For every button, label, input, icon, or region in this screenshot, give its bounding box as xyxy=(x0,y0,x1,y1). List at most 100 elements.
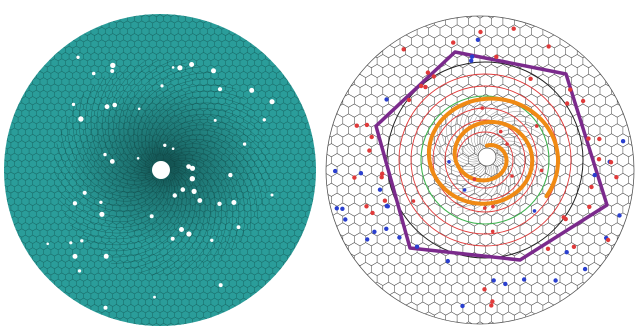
blue-defect-dot xyxy=(532,209,537,213)
red-defect-dot xyxy=(382,198,388,203)
vacancy-hole xyxy=(177,65,183,71)
blue-defect-dot xyxy=(521,277,527,282)
red-defect-dot xyxy=(528,76,533,82)
red-defect-dot xyxy=(431,74,436,79)
red-defect-dot xyxy=(596,157,602,162)
red-defect-dot xyxy=(498,129,503,134)
red-defect-dot xyxy=(364,122,370,128)
red-defect-dot xyxy=(483,206,487,210)
vacancy-hole xyxy=(69,241,73,245)
red-defect-dot xyxy=(411,199,416,203)
ring-circle xyxy=(444,119,526,201)
vacancy-hole xyxy=(217,201,222,206)
vacancy-hole xyxy=(80,239,84,243)
vacancy-hole xyxy=(104,104,110,110)
blue-defect-dot xyxy=(365,237,370,242)
ring-circle xyxy=(432,107,538,213)
red-defect-dot xyxy=(568,87,573,92)
blue-defect-dot xyxy=(620,139,626,144)
vacancy-hole xyxy=(91,71,96,76)
vacancy-hole xyxy=(82,190,87,195)
vacancy-hole xyxy=(217,87,223,92)
blue-defect-dot xyxy=(377,187,383,192)
red-defect-dot xyxy=(510,174,514,178)
red-defect-dot xyxy=(535,124,539,128)
red-defect-dot xyxy=(597,136,602,142)
red-defect-dot xyxy=(478,29,483,35)
ring-circle xyxy=(398,73,572,247)
red-defect-dot xyxy=(406,97,412,103)
red-defect-dot xyxy=(564,101,570,106)
blue-defect-dot xyxy=(358,171,364,176)
red-defect-dot xyxy=(489,303,494,308)
red-defect-dot xyxy=(472,177,477,181)
blue-defect-dot xyxy=(372,229,377,234)
red-defect-dot xyxy=(511,26,516,31)
vacancy-hole xyxy=(210,238,214,242)
vacancy-hole xyxy=(110,69,115,73)
vacancy-hole xyxy=(78,116,84,122)
vacancy-hole xyxy=(189,176,195,182)
blue-defect-dot xyxy=(460,303,465,309)
vacancy-hole xyxy=(77,269,82,273)
ring-circle xyxy=(420,95,550,225)
vacancy-hole xyxy=(191,188,197,194)
blue-defect-dot xyxy=(582,266,588,272)
red-defect-dot xyxy=(451,40,456,45)
vacancy-hole xyxy=(110,62,116,69)
vacancy-hole xyxy=(160,84,164,88)
red-defect-dot xyxy=(364,204,369,209)
vacancy-hole xyxy=(186,231,192,237)
blue-defect-dot xyxy=(397,235,402,240)
red-defect-dot xyxy=(580,98,586,104)
red-defect-dot xyxy=(494,54,499,59)
blue-defect-dot xyxy=(617,213,622,218)
red-defect-dot xyxy=(419,83,424,89)
blue-defect-dot xyxy=(469,58,474,63)
purple-polygon xyxy=(374,50,609,262)
red-defect-dot xyxy=(490,299,495,304)
vacancy-hole xyxy=(109,159,115,164)
atomistic-lattice-panel xyxy=(4,14,316,326)
vacancy-hole xyxy=(171,66,175,69)
lattice-vacancies xyxy=(46,55,275,310)
vacancy-hole xyxy=(189,62,195,67)
blue-defect-dot xyxy=(333,168,338,174)
blue-defect-dot xyxy=(475,37,481,42)
red-defect-dot xyxy=(380,171,385,176)
vacancy-hole xyxy=(197,198,203,203)
red-defect-dot xyxy=(605,237,611,243)
vacancy-hole xyxy=(149,214,154,219)
red-defect-dot xyxy=(586,136,591,141)
vacancy-hole xyxy=(72,253,78,259)
vacancy-hole xyxy=(242,142,247,146)
vacancy-hole xyxy=(218,283,223,288)
vacancy-hole xyxy=(270,193,274,197)
blue-defect-dot xyxy=(503,281,508,287)
blue-defect-dot xyxy=(385,204,390,209)
vacancy-hole xyxy=(231,200,237,205)
vacancy-hole xyxy=(103,152,107,157)
red-defect-dot xyxy=(425,70,431,75)
vacancy-hole xyxy=(103,253,109,259)
hexagonal-cell-map-panel xyxy=(325,15,635,325)
red-defect-dot xyxy=(401,47,406,52)
red-defect-dot xyxy=(608,160,614,165)
vacancy-hole xyxy=(71,102,76,107)
vacancy-hole xyxy=(211,68,216,74)
vacancy-hole xyxy=(137,107,141,111)
red-defect-dot xyxy=(589,184,594,190)
red-defect-dot xyxy=(505,142,509,146)
vacancy-hole xyxy=(186,164,192,170)
red-defect-dot xyxy=(587,204,592,209)
blue-defect-dot xyxy=(414,244,420,249)
vacancy-hole xyxy=(72,201,78,206)
vacancy-hole xyxy=(163,143,167,147)
blue-defect-dot xyxy=(384,226,389,231)
lattice-spiral-lines xyxy=(53,59,271,277)
vacancy-hole xyxy=(112,102,117,108)
red-defect-dot xyxy=(571,244,577,249)
red-defect-dot xyxy=(563,216,568,222)
blue-defect-dot xyxy=(592,172,597,178)
